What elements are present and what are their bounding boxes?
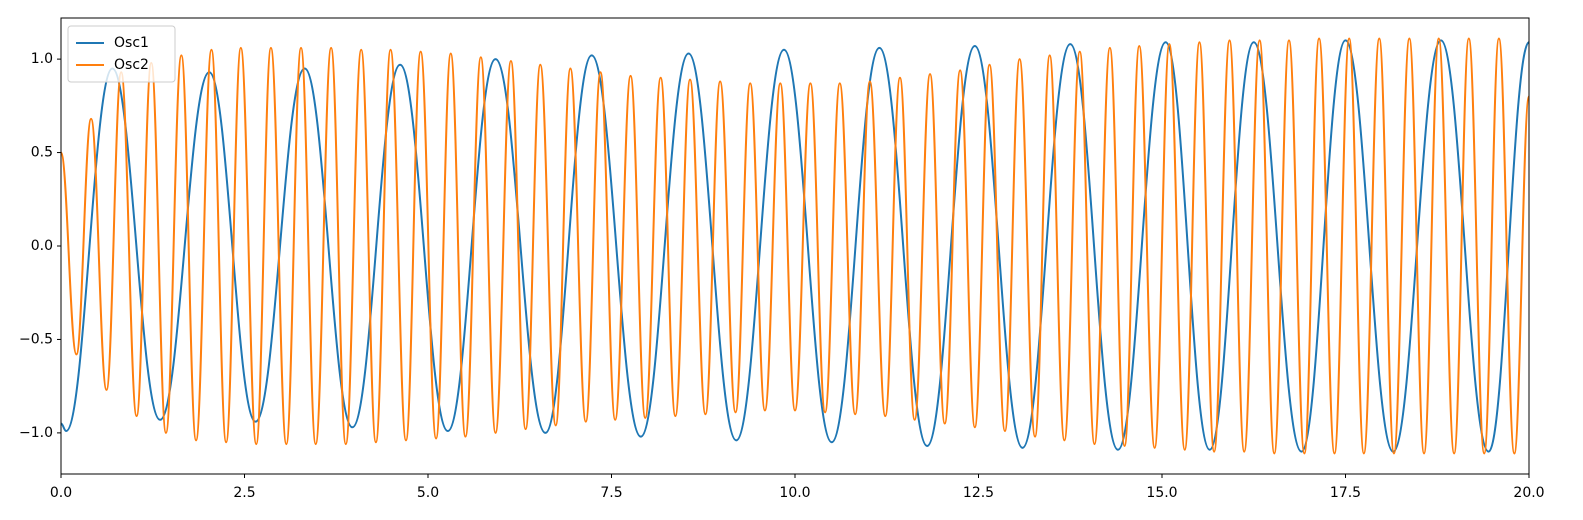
y-tick-label: 1.0 bbox=[31, 51, 53, 67]
x-tick-label: 15.0 bbox=[1146, 485, 1177, 501]
y-tick-label: −0.5 bbox=[19, 331, 53, 347]
line-series bbox=[61, 39, 1529, 453]
plot-frame bbox=[60, 17, 1530, 475]
x-tick-label: 20.0 bbox=[1513, 485, 1544, 501]
y-tick-label: 0.5 bbox=[31, 145, 53, 161]
line-series bbox=[61, 37, 1529, 455]
y-tick-label: −1.0 bbox=[19, 425, 53, 441]
x-tick-label: 5.0 bbox=[417, 485, 439, 501]
x-tick-label: 2.5 bbox=[233, 485, 255, 501]
legend-label: Osc2 bbox=[114, 57, 149, 73]
x-tick-label: 7.5 bbox=[600, 485, 622, 501]
x-tick-label: 12.5 bbox=[963, 485, 994, 501]
x-tick-label: 17.5 bbox=[1330, 485, 1361, 501]
y-tick-label: 0.0 bbox=[31, 238, 53, 254]
x-tick-label: 10.0 bbox=[779, 485, 810, 501]
legend-box bbox=[67, 25, 176, 83]
x-tick-label: 0.0 bbox=[50, 485, 72, 501]
legend-label: Osc1 bbox=[114, 35, 149, 51]
